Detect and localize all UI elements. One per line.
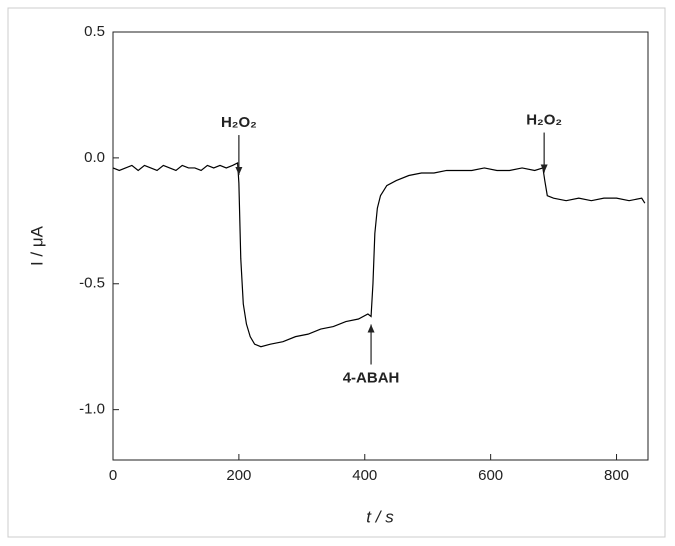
y-tick-label: 0.0 [84,149,105,166]
annotation-arrowhead [235,167,243,176]
y-axis-label: I / μA [27,225,46,266]
annotation-arrowhead [367,324,375,333]
x-tick-label: 0 [109,467,117,484]
annotation-label: 4-ABAH [343,369,400,386]
x-tick-label: 400 [352,467,377,484]
annotation-label: H₂O₂ [526,112,562,129]
annotation-label: H₂O₂ [221,114,257,131]
y-tick-label: -0.5 [79,275,105,292]
y-tick-label: -1.0 [79,401,105,418]
annotation-arrowhead [540,164,548,173]
x-tick-label: 800 [604,467,629,484]
x-tick-label: 600 [478,467,503,484]
x-tick-label: 200 [226,467,251,484]
x-axis-label: t / s [366,507,394,526]
plot-frame [112,31,649,461]
y-tick-label: 0.5 [84,23,105,40]
figure-border [7,7,666,538]
